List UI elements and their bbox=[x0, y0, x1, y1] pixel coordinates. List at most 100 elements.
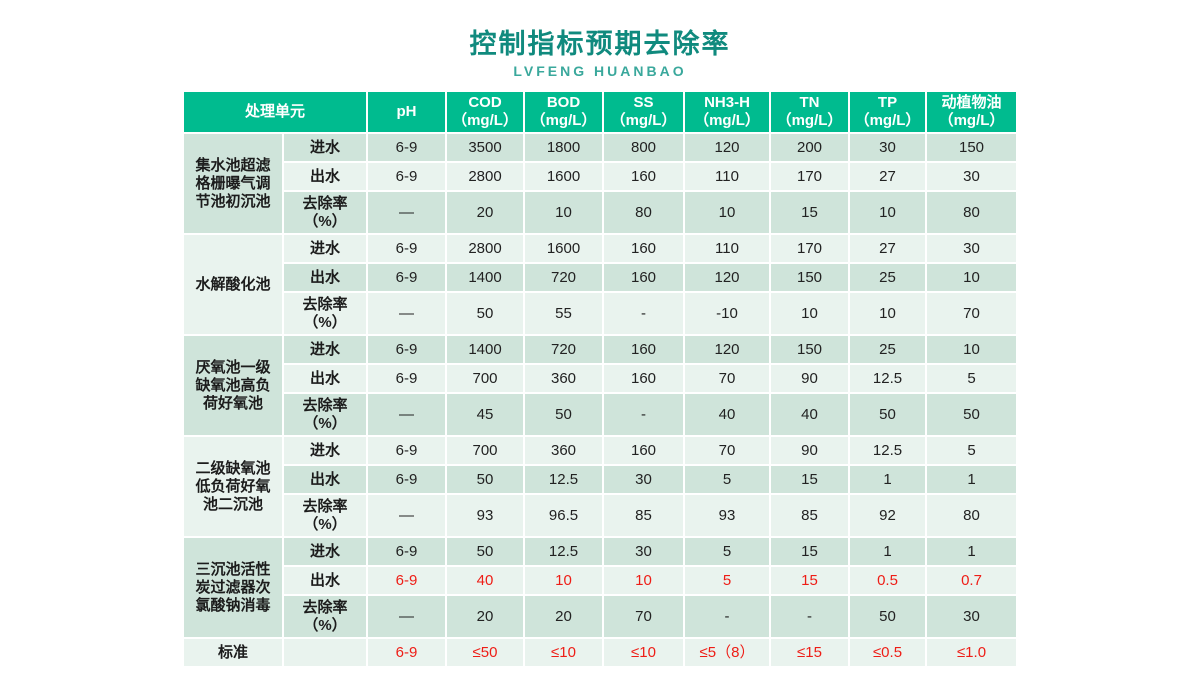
page-subtitle: LVFENG HUANBAO bbox=[513, 63, 687, 79]
value-cell: 10 bbox=[604, 567, 683, 594]
standard-value-cell: ≤5（8） bbox=[685, 639, 769, 666]
value-cell: 93 bbox=[685, 495, 769, 536]
value-cell: 10 bbox=[927, 336, 1016, 363]
standard-value-cell: ≤50 bbox=[447, 639, 523, 666]
value-cell: 12.5 bbox=[525, 538, 602, 565]
row-label: 进水 bbox=[309, 138, 340, 156]
value-cell: 1600 bbox=[525, 163, 602, 190]
table-row: 出水 6-9 40 10 10 5 15 0.5 0.7 bbox=[184, 567, 1016, 594]
row-label-unit: （%） bbox=[303, 313, 347, 331]
value-cell: 70 bbox=[685, 365, 769, 392]
value-cell: 85 bbox=[771, 495, 848, 536]
row-label-cell: 出水 bbox=[283, 466, 366, 493]
value-cell: 50 bbox=[850, 394, 925, 435]
value-cell: 1600 bbox=[525, 235, 602, 262]
value-cell: 5 bbox=[685, 567, 769, 594]
column-header-main: 处理单元 bbox=[244, 103, 305, 120]
standard-value-cell: ≤10 bbox=[604, 639, 683, 666]
value-cell: - bbox=[771, 596, 848, 637]
value-cell: 1 bbox=[850, 538, 925, 565]
value-cell: 10 bbox=[771, 293, 848, 334]
value-cell: 50 bbox=[927, 394, 1016, 435]
row-label: 进水 bbox=[309, 441, 340, 459]
value-cell: 170 bbox=[771, 163, 848, 190]
value-cell: 10 bbox=[525, 567, 602, 594]
value-cell: 5 bbox=[685, 466, 769, 493]
value-cell: 70 bbox=[927, 293, 1016, 334]
row-label-cell: 去除率 （%） bbox=[283, 495, 366, 536]
value-cell: 92 bbox=[850, 495, 925, 536]
value-cell: 80 bbox=[927, 192, 1016, 233]
row-label-cell: 去除率 （%） bbox=[283, 293, 366, 334]
row-label-unit: （%） bbox=[303, 515, 347, 533]
value-cell: 6-9 bbox=[368, 134, 445, 161]
value-cell: 10 bbox=[850, 293, 925, 334]
value-cell: 1400 bbox=[447, 336, 523, 363]
value-cell: 6-9 bbox=[368, 264, 445, 291]
value-cell: 6-9 bbox=[368, 235, 445, 262]
row-label: 去除率 bbox=[302, 295, 348, 313]
unit-name-cell: 三沉池活性炭过滤器次氯酸钠消毒 bbox=[183, 538, 282, 637]
standard-row: 标准 6-9 ≤50 ≤10 ≤10 ≤5（8） ≤15 ≤0.5 ≤1.0 bbox=[183, 639, 1016, 666]
value-cell: 15 bbox=[771, 538, 848, 565]
value-cell: - bbox=[604, 394, 683, 435]
value-cell: 50 bbox=[525, 394, 602, 435]
value-cell: 45 bbox=[447, 394, 523, 435]
unit-name-cell: 水解酸化池 bbox=[183, 235, 282, 334]
value-cell: 360 bbox=[525, 365, 602, 392]
value-cell: 90 bbox=[771, 365, 848, 392]
value-cell: 96.5 bbox=[525, 495, 602, 536]
value-cell: 360 bbox=[525, 437, 602, 464]
column-header-main: TN bbox=[799, 94, 820, 111]
value-cell: 50 bbox=[447, 538, 523, 565]
value-cell: 27 bbox=[850, 235, 925, 262]
table-row: 水解酸化池 进水 6-9 2800 1600 160 110 170 27 30 bbox=[183, 235, 1016, 334]
value-cell: 30 bbox=[604, 538, 683, 565]
row-label-cell: 进水 bbox=[283, 437, 366, 464]
row-label: 出水 bbox=[309, 268, 340, 286]
value-cell: 15 bbox=[771, 466, 848, 493]
value-cell: 10 bbox=[525, 192, 602, 233]
table-row: 去除率 （%） —20 10 80 10 15 10 80 bbox=[184, 192, 1016, 233]
table-body: 集水池超滤格栅曝气调节池初沉池 进水 6-9 3500 1800 800 120 200 30 1… bbox=[183, 134, 1016, 666]
row-label-cell: 进水 bbox=[283, 336, 366, 363]
row-label-cell: 出水 bbox=[283, 365, 366, 392]
value-cell: 50 bbox=[447, 466, 523, 493]
column-header: 处理单元 bbox=[183, 92, 366, 132]
column-header: BOD （mg/L） bbox=[525, 92, 602, 132]
table-row: 去除率 （%） —20 20 70- -50 30 bbox=[184, 596, 1016, 637]
row-label-cell: 去除率 （%） bbox=[283, 596, 366, 637]
column-header-unit: （mg/L） bbox=[452, 112, 518, 129]
value-cell: 70 bbox=[685, 437, 769, 464]
row-label: 进水 bbox=[309, 340, 340, 358]
column-header-main: SS bbox=[633, 94, 654, 111]
value-cell: 30 bbox=[927, 163, 1016, 190]
value-cell: 5 bbox=[927, 437, 1016, 464]
value-cell: 80 bbox=[927, 495, 1016, 536]
column-header: NH3-H （mg/L） bbox=[685, 92, 769, 132]
value-cell: 120 bbox=[685, 134, 769, 161]
value-cell: 6-9 bbox=[368, 437, 445, 464]
value-cell: 110 bbox=[685, 163, 769, 190]
standard-value-cell: ≤1.0 bbox=[927, 639, 1016, 666]
value-cell: -10 bbox=[685, 293, 769, 334]
row-label-unit: （%） bbox=[303, 616, 347, 634]
value-cell: 20 bbox=[525, 596, 602, 637]
value-cell: 40 bbox=[771, 394, 848, 435]
column-header-unit: （mg/L） bbox=[776, 112, 843, 129]
table-row: 出水 6-9 2800 1600 160 110 170 27 30 bbox=[184, 163, 1016, 190]
column-header-main: BOD bbox=[546, 94, 581, 111]
table-row: 出水 6-9 1400 720 160 120 150 25 10 bbox=[184, 264, 1016, 291]
value-cell: 120 bbox=[685, 336, 769, 363]
column-header-unit: （mg/L） bbox=[530, 112, 597, 129]
value-cell: 80 bbox=[604, 192, 683, 233]
value-cell: 1 bbox=[927, 538, 1016, 565]
value-cell: 25 bbox=[850, 336, 925, 363]
table-row: 去除率 （%） —50 55- -10 10 10 70 bbox=[184, 293, 1016, 334]
row-label: 进水 bbox=[309, 239, 340, 257]
row-label-cell: 去除率 （%） bbox=[283, 394, 366, 435]
value-cell: 160 bbox=[604, 336, 683, 363]
table-row: 去除率 （%） —93 96.5 85 93 85 92 80 bbox=[184, 495, 1016, 536]
value-cell: 2800 bbox=[447, 235, 523, 262]
